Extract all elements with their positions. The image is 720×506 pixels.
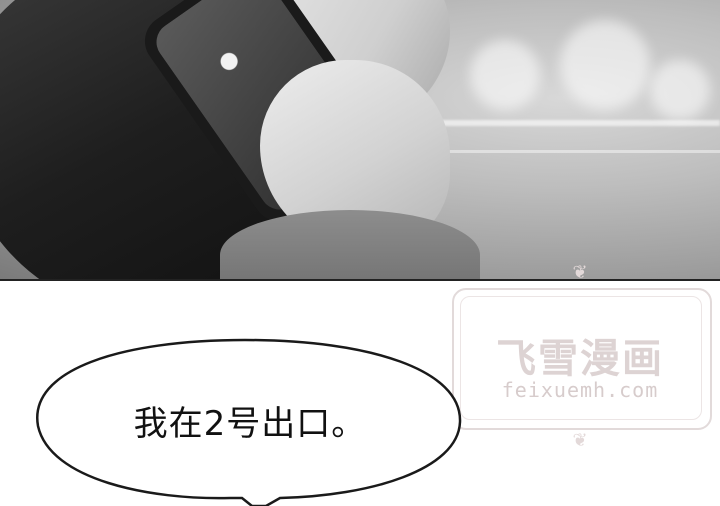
speech-bubble	[36, 338, 462, 506]
watermark-url: feixuemh.com	[501, 378, 659, 402]
background-railing	[430, 120, 720, 126]
speech-bubble-text: 我在2号出口。	[133, 404, 367, 444]
watermark-title: 飞雪漫画	[496, 336, 664, 382]
watermark-frame	[452, 288, 712, 430]
ornament-icon: ❦	[572, 430, 588, 451]
photo-panel	[0, 0, 720, 280]
watermark: ❦ 飞雪漫画 feixuemh.com ❦	[452, 262, 712, 452]
sweater	[220, 210, 480, 280]
panel-divider	[0, 279, 720, 281]
ornament-icon: ❦	[572, 262, 588, 283]
background-railing	[430, 150, 720, 153]
bokeh-light	[560, 20, 650, 110]
speech-bubble-outline	[36, 338, 462, 506]
watermark-frame-inner	[460, 296, 702, 420]
bokeh-light	[650, 60, 710, 120]
bokeh-light	[470, 40, 540, 110]
